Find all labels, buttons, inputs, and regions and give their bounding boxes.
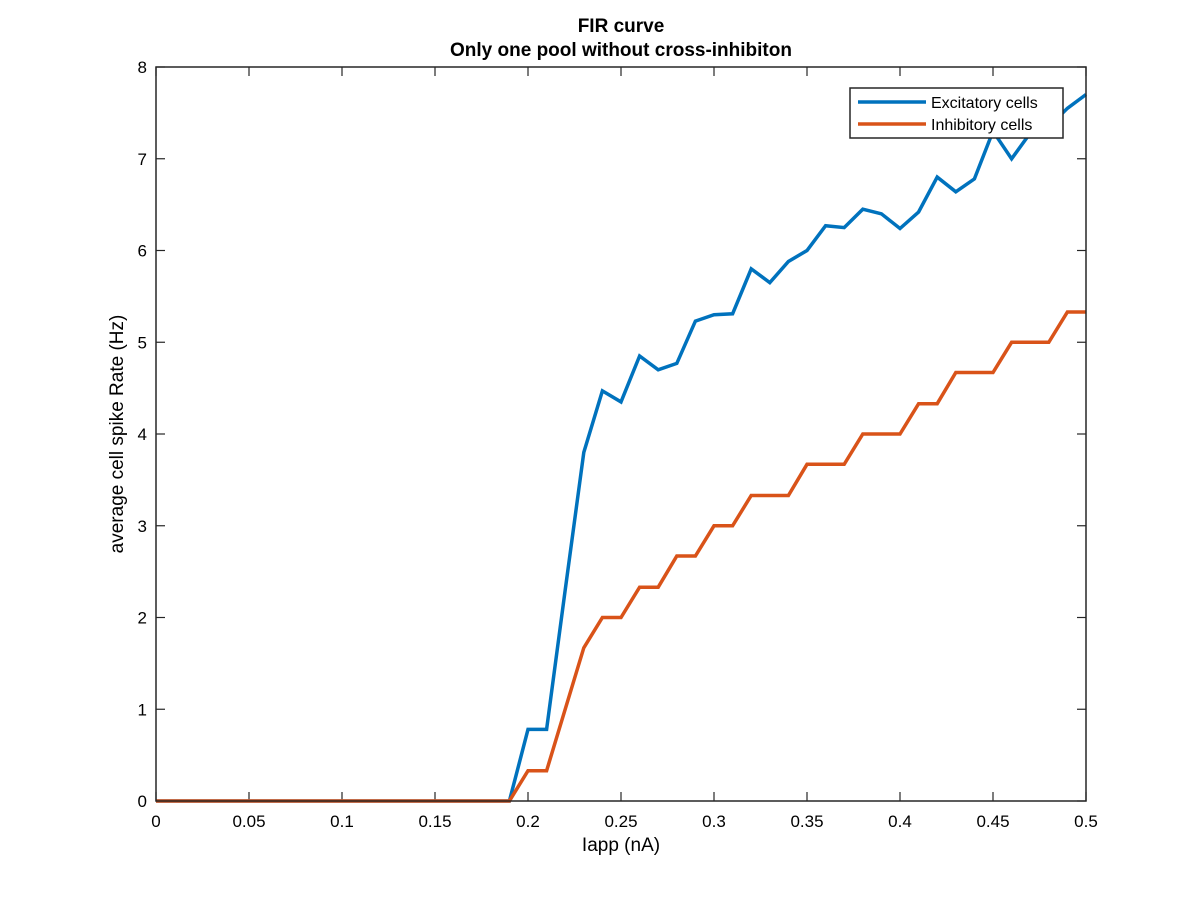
legend-label-excitatory: Excitatory cells [931, 95, 1038, 112]
y-tick-label: 8 [138, 58, 147, 77]
legend-box [849, 87, 1064, 139]
y-tick-label: 7 [138, 150, 147, 169]
y-tick-label: 1 [138, 700, 147, 719]
y-tick-label: 6 [138, 242, 147, 261]
chart-subtitle: Only one pool without cross-inhibiton [450, 40, 792, 61]
chart-title: FIR curve [578, 16, 665, 37]
x-tick-label: 0.35 [790, 812, 823, 831]
x-tick-label: 0.25 [604, 812, 637, 831]
x-tick-label: 0.05 [232, 812, 265, 831]
y-tick-label: 0 [138, 792, 147, 811]
legend-label-inhibitory: Inhibitory cells [931, 117, 1032, 134]
x-axis-label: Iapp (nA) [582, 835, 660, 856]
y-tick-label: 5 [138, 333, 147, 352]
x-tick-label: 0.1 [330, 812, 354, 831]
plot-frame [155, 66, 1087, 802]
y-tick-label: 2 [138, 609, 147, 628]
y-tick-labels: 0 1 2 3 4 5 6 7 8 [138, 58, 147, 811]
y-tick-label: 3 [138, 517, 147, 536]
x-tick-label: 0.2 [516, 812, 540, 831]
x-tick-labels: 0 0.05 0.1 0.15 0.2 0.25 0.3 0.35 0.4 0.45 0.5 [151, 812, 1098, 831]
x-tick-label: 0.5 [1074, 812, 1098, 831]
x-tick-label: 0.45 [976, 812, 1009, 831]
x-tick-label: 0 [151, 812, 160, 831]
plot-area [156, 67, 1086, 801]
y-axis-label: average cell spike Rate (Hz) [107, 315, 128, 554]
x-tick-label: 0.15 [418, 812, 451, 831]
legend: Excitatory cells Inhibitory cells [849, 87, 1064, 139]
x-tick-label: 0.4 [888, 812, 912, 831]
y-tick-label: 4 [138, 425, 147, 444]
x-tick-label: 0.3 [702, 812, 726, 831]
